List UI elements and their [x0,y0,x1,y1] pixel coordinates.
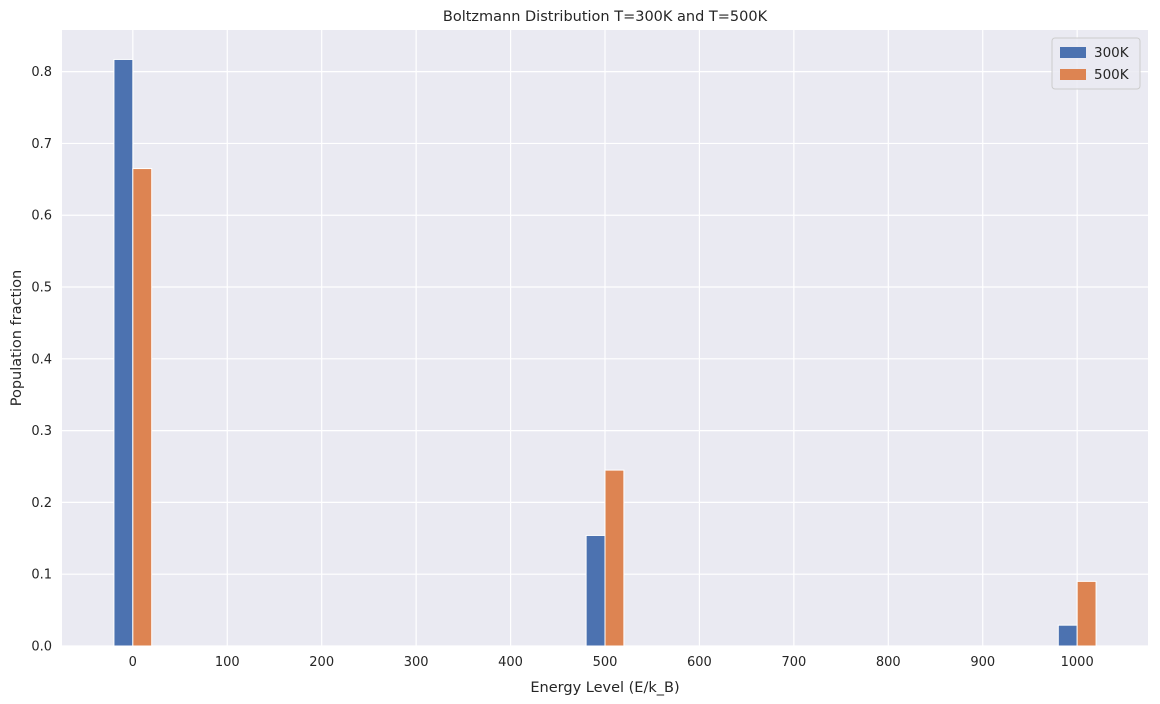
x-tick-label: 500 [593,655,618,670]
x-tick-label: 100 [215,655,240,670]
y-axis-title: Population fraction [9,270,25,407]
x-tick-label: 600 [687,655,712,670]
x-tick-label: 400 [498,655,523,670]
y-tick-label: 0.0 [31,640,52,655]
y-tick-label: 0.3 [31,424,52,439]
y-tick-label: 0.8 [31,65,52,80]
x-axis-title: Energy Level (E/k_B) [530,680,679,696]
x-tick-label: 700 [781,655,806,670]
y-tick-label: 0.6 [31,209,52,224]
bars [113,58,1097,647]
bar-300K-0 [113,58,134,647]
bar-500K-0 [132,168,153,647]
y-tick-label: 0.7 [31,137,52,152]
bar-500K-1000 [1076,580,1097,647]
y-tick-label: 0.4 [31,352,52,367]
legend-label: 500K [1094,67,1130,83]
x-tick-label: 800 [876,655,901,670]
y-tick-label: 0.1 [31,568,52,583]
grid [62,30,1148,647]
bar-300K-1000 [1057,624,1078,647]
x-tick-labels: 0 100 200 300 400 500 600 700 800 900 1000 [129,655,1094,670]
y-tick-label: 0.5 [31,281,52,296]
y-tick-labels: 0.0 0.1 0.2 0.3 0.4 0.5 0.6 0.7 0.8 [31,65,52,654]
bar-300K-500 [585,534,606,647]
x-tick-label: 900 [970,655,995,670]
bar-500K-500 [604,469,625,647]
legend: 300K 500K [1051,37,1141,90]
legend-swatch [1060,69,1086,80]
x-tick-label: 200 [309,655,334,670]
legend-swatch [1060,47,1086,58]
legend-label: 300K [1094,45,1130,61]
chart-title: Boltzmann Distribution T=300K and T=500K [443,9,768,25]
y-tick-label: 0.2 [31,496,52,511]
x-tick-label: 300 [404,655,429,670]
x-tick-label: 1000 [1061,655,1094,670]
x-tick-label: 0 [129,655,137,670]
